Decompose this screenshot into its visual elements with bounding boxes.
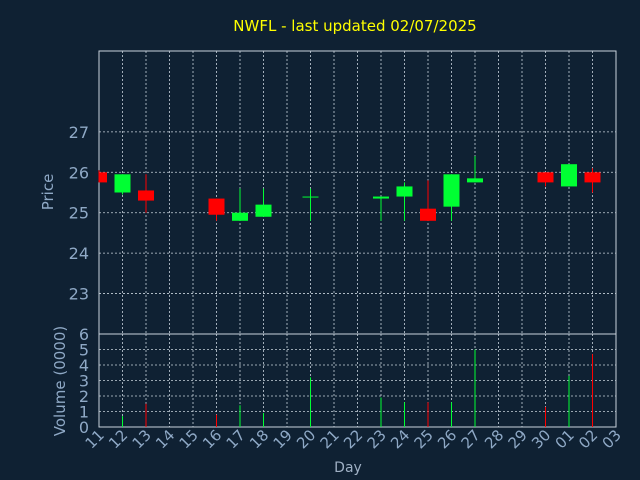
candles xyxy=(98,156,601,221)
price-tick-label: 23 xyxy=(69,285,89,304)
candle xyxy=(467,156,483,183)
candle xyxy=(302,188,319,221)
candle xyxy=(584,168,601,193)
candle xyxy=(537,172,554,187)
candle xyxy=(114,174,131,195)
volume-tick-label: 3 xyxy=(79,372,89,391)
candle xyxy=(443,174,460,221)
price-tick-label: 24 xyxy=(69,244,89,263)
volume-axis-label: Volume (0000) xyxy=(51,326,69,436)
candle xyxy=(98,170,107,183)
x-tick-labels: 1112131415161718192021222324252627282930… xyxy=(82,426,625,452)
candle-body xyxy=(420,208,436,221)
candle xyxy=(561,164,577,187)
price-tick-label: 27 xyxy=(69,123,89,142)
price-axis-label: Price xyxy=(39,174,57,211)
price-y-ticks: 23 24 25 26 27 xyxy=(69,123,89,304)
volume-tick-label: 2 xyxy=(79,387,89,406)
volume-bars xyxy=(122,349,593,427)
candle xyxy=(232,188,248,221)
price-tick-label: 25 xyxy=(69,204,89,223)
candle-body xyxy=(467,178,483,183)
candle xyxy=(373,196,389,221)
candle-body xyxy=(232,212,248,221)
candle xyxy=(255,188,272,217)
candle-body xyxy=(138,190,154,201)
candle-body xyxy=(537,172,554,183)
price-panel: 23 24 25 26 27 Price xyxy=(39,50,617,335)
volume-tick-label: 5 xyxy=(79,341,89,360)
candle-body xyxy=(373,196,389,199)
candle xyxy=(208,198,225,221)
candle-body xyxy=(302,196,319,198)
chart-title: NWFL - last updated 02/07/2025 xyxy=(233,17,476,35)
candle-body xyxy=(208,198,225,215)
candle xyxy=(138,174,154,213)
candle-body xyxy=(584,172,601,183)
price-tick-label: 26 xyxy=(69,163,89,182)
candle-body xyxy=(114,174,131,193)
candle-body xyxy=(255,204,272,217)
candle xyxy=(396,182,413,221)
x-axis-label: Day xyxy=(334,460,362,476)
candle-body xyxy=(561,164,577,187)
volume-tick-label: 6 xyxy=(79,325,89,344)
volume-tick-label: 1 xyxy=(79,403,89,422)
volume-tick-label: 0 xyxy=(79,418,89,437)
candle-body xyxy=(396,186,413,197)
volume-tick-label: 4 xyxy=(79,356,89,375)
candle-body xyxy=(99,172,107,183)
candle-body xyxy=(443,174,460,207)
candle xyxy=(420,180,436,221)
